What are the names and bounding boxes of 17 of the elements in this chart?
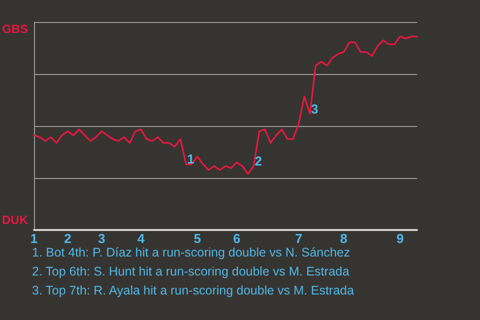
- x-tick-label: 2: [64, 231, 72, 246]
- x-tick-label: 5: [194, 231, 201, 246]
- x-tick-label: 8: [340, 231, 348, 246]
- annotation: 2: [254, 154, 262, 169]
- x-tick-label: 1: [30, 231, 38, 246]
- x-tick-label: 4: [137, 231, 146, 246]
- text: DUK: [2, 213, 28, 227]
- text: 3. Top 7th: R. Ayala hit a run-scoring double vs M. Estrada: [32, 284, 354, 298]
- text: GBS: [2, 22, 28, 36]
- text: 2. Top 6th: S. Hunt hit a run-scoring double vs M. Estrada: [32, 264, 350, 278]
- text: 1. Bot 4th: P. Díaz hit a run-scoring double vs N. Sánchez: [32, 246, 350, 260]
- x-tick-label: 6: [233, 231, 240, 246]
- annotation: 1: [187, 152, 194, 167]
- annotation: 3: [311, 101, 318, 116]
- x-tick-label: 7: [295, 231, 302, 246]
- x-tick-label: 9: [396, 231, 404, 246]
- x-tick-label: 3: [98, 231, 106, 246]
